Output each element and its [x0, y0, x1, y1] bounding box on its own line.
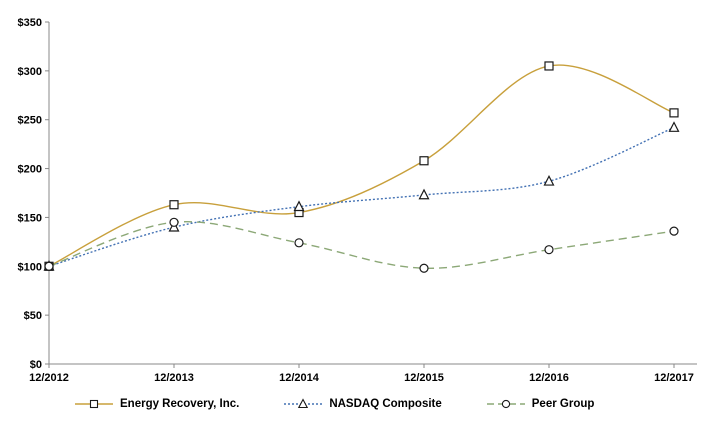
data-point-square-energy-recovery-inc — [169, 200, 179, 210]
series-line-energy-recovery-inc — [48, 64, 675, 267]
y-axis-tick-label: $150 — [18, 212, 42, 224]
data-point-triangle-nasdaq-composite — [293, 200, 305, 212]
legend-label-energy-recovery: Energy Recovery, Inc. — [120, 398, 240, 410]
legend-label-peer-group: Peer Group — [531, 398, 595, 410]
y-axis-tick-label: $300 — [18, 66, 42, 78]
data-point-circle-peer-group — [544, 245, 554, 255]
data-point-circle-peer-group — [669, 226, 679, 236]
legend-item-energy-recovery: Energy Recovery, Inc. — [74, 398, 239, 410]
legend-item-nasdaq-composite: NASDAQ Composite — [283, 398, 442, 410]
data-point-square-energy-recovery-inc — [669, 108, 679, 118]
nasdaq-composite-swatch — [284, 398, 323, 409]
data-point-square-energy-recovery-inc — [544, 61, 554, 71]
peer-group-swatch — [486, 399, 525, 409]
y-axis-tick-label: $50 — [24, 310, 42, 322]
x-axis-tick-label: 12/2013 — [154, 372, 194, 384]
y-axis-tick-label: $200 — [18, 164, 42, 176]
data-point-circle-peer-group — [294, 238, 304, 248]
data-point-triangle-nasdaq-composite — [668, 121, 680, 132]
series-line-nasdaq-composite — [48, 126, 675, 267]
x-axis-tick-label: 12/2015 — [404, 372, 444, 384]
data-point-circle-peer-group — [419, 263, 429, 273]
legend-item-peer-group: Peer Group — [486, 398, 595, 410]
chart-legend: Energy Recovery, Inc. NASDAQ Composite P… — [74, 398, 594, 410]
x-axis-tick-label: 12/2016 — [529, 372, 569, 384]
series-line-peer-group — [48, 221, 675, 269]
data-point-triangle-nasdaq-composite — [418, 188, 430, 200]
x-axis-tick-label: 12/2014 — [279, 372, 320, 384]
y-axis-tick-label: $0 — [30, 359, 42, 371]
x-axis-tick-label: 12/2017 — [654, 372, 694, 384]
energy-recovery-swatch — [75, 399, 113, 409]
y-axis-tick-label: $250 — [18, 115, 42, 127]
y-axis-tick-label: $350 — [18, 17, 42, 29]
data-point-circle-peer-group — [169, 217, 179, 227]
data-point-triangle-nasdaq-composite — [543, 174, 555, 186]
data-point-square-energy-recovery-inc — [419, 156, 429, 166]
x-axis-tick-label: 12/2012 — [29, 372, 69, 384]
y-axis-tick-label: $100 — [18, 261, 42, 273]
legend-label-nasdaq-composite: NASDAQ Composite — [329, 398, 442, 410]
data-point-circle-peer-group — [44, 261, 54, 271]
